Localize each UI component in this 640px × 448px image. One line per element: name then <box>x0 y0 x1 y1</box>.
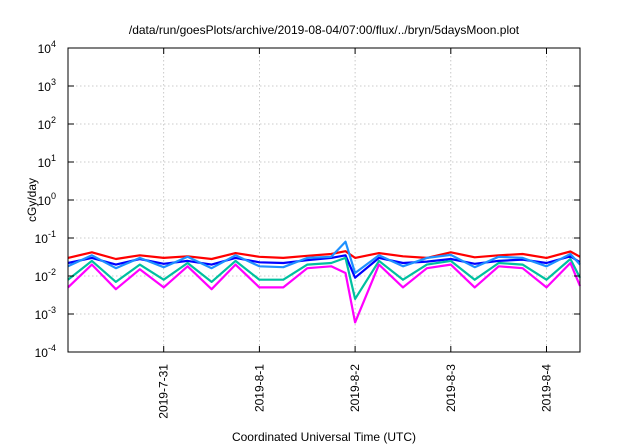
y-tick-label-base: 10 <box>35 308 49 322</box>
y-tick-label-exponent: 1 <box>51 153 56 163</box>
x-tick-label: 2019-8-4 <box>540 364 554 412</box>
y-tick-label-exponent: -1 <box>48 229 56 239</box>
series-line <box>67 261 582 324</box>
y-axis-label: cGy/day <box>25 178 39 222</box>
y-tick-label-exponent: 0 <box>51 191 56 201</box>
y-tick-label-exponent: -3 <box>48 305 56 315</box>
y-tick-label-exponent: 3 <box>51 77 56 87</box>
y-tick-label: 101 <box>38 153 56 170</box>
y-tick-label-base: 10 <box>35 346 49 360</box>
x-tick-label: 2019-8-1 <box>252 364 266 412</box>
y-tick-label: 10-4 <box>35 343 56 360</box>
y-tick-label: 103 <box>38 77 56 94</box>
y-tick-label-base: 10 <box>38 80 52 94</box>
y-tick-label: 10-2 <box>35 267 56 284</box>
series-group <box>67 240 582 324</box>
series-line <box>67 256 581 300</box>
series-line <box>67 240 581 275</box>
y-tick-label: 10-3 <box>35 305 56 322</box>
y-tick-label-exponent: 4 <box>51 39 56 49</box>
series-line <box>67 250 581 261</box>
y-tick-label: 102 <box>38 115 56 132</box>
y-tick-label-exponent: -2 <box>48 267 56 277</box>
x-axis-label: Coordinated Universal Time (UTC) <box>232 430 416 444</box>
y-tick-label-base: 10 <box>38 194 52 208</box>
y-tick-label-base: 10 <box>38 156 52 170</box>
chart-title: /data/run/goesPlots/archive/2019-08-04/0… <box>129 23 520 37</box>
x-tick-label: 2019-8-2 <box>348 364 362 412</box>
x-tick-label: 2019-8-3 <box>444 364 458 412</box>
y-tick-label-base: 10 <box>38 118 52 132</box>
ticks <box>68 47 580 353</box>
y-tick-label: 10-1 <box>35 229 56 246</box>
y-tick-label: 104 <box>38 39 56 56</box>
y-tick-label-exponent: -4 <box>48 343 56 353</box>
series-line <box>67 254 581 279</box>
y-tick-label-base: 10 <box>35 270 49 284</box>
x-tick-labels: 2019-7-31 2019-8-1 2019-8-2 2019-8-3 2019-8-… <box>157 364 554 419</box>
grid <box>68 48 580 352</box>
x-tick-label: 2019-7-31 <box>157 364 171 419</box>
y-tick-label: 100 <box>38 191 56 208</box>
y-tick-label-exponent: 2 <box>51 115 56 125</box>
y-tick-label-base: 10 <box>38 42 52 56</box>
plot-frame <box>67 47 581 353</box>
y-tick-label-base: 10 <box>35 232 49 246</box>
